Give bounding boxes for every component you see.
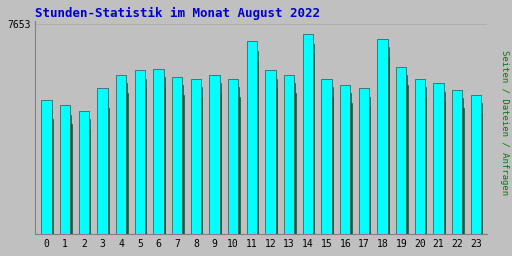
Bar <box>195 87 202 234</box>
Bar <box>69 124 72 234</box>
Bar <box>284 75 294 234</box>
Bar <box>97 88 108 234</box>
Bar <box>116 75 126 234</box>
Bar <box>143 88 146 234</box>
Bar <box>307 44 314 234</box>
Bar <box>377 39 388 234</box>
Bar <box>340 85 350 234</box>
Bar <box>381 47 389 234</box>
Bar <box>475 103 482 234</box>
Bar <box>386 57 389 234</box>
Bar <box>139 79 146 234</box>
Bar <box>452 90 462 234</box>
Bar <box>423 97 426 234</box>
Bar <box>396 67 407 234</box>
Bar <box>460 108 464 234</box>
Bar <box>124 93 127 234</box>
Bar <box>191 79 201 234</box>
Bar <box>214 83 221 234</box>
Bar <box>330 97 333 234</box>
Bar <box>363 97 370 234</box>
Bar <box>251 51 258 234</box>
Bar <box>415 79 425 234</box>
Bar <box>232 87 239 234</box>
Bar <box>247 41 257 234</box>
Bar <box>344 93 351 234</box>
Bar <box>348 103 352 234</box>
Bar <box>46 110 53 234</box>
Bar <box>419 87 426 234</box>
Bar <box>83 120 90 234</box>
Bar <box>87 129 91 234</box>
Bar <box>292 93 296 234</box>
Bar <box>172 77 182 234</box>
Bar <box>255 60 259 234</box>
Bar <box>120 83 127 234</box>
Bar <box>311 54 314 234</box>
Bar <box>442 101 445 234</box>
Bar <box>154 69 164 234</box>
Bar <box>269 79 276 234</box>
Bar <box>135 70 145 234</box>
Bar <box>41 100 52 234</box>
Bar <box>479 113 482 234</box>
Text: Stunden-Statistik im Monat August 2022: Stunden-Statistik im Monat August 2022 <box>35 7 321 20</box>
Bar <box>176 85 183 234</box>
Bar <box>359 88 369 234</box>
Bar <box>434 83 444 234</box>
Bar <box>326 87 332 234</box>
Text: Seiten / Dateien / Anfragen: Seiten / Dateien / Anfragen <box>500 50 509 195</box>
Bar <box>199 97 202 234</box>
Bar <box>218 93 221 234</box>
Bar <box>50 120 53 234</box>
Bar <box>288 83 295 234</box>
Bar <box>400 75 407 234</box>
Bar <box>60 105 70 234</box>
Bar <box>265 70 275 234</box>
Bar <box>471 95 481 234</box>
Bar <box>157 77 164 234</box>
Bar <box>79 111 89 234</box>
Bar <box>322 79 332 234</box>
Bar <box>209 75 220 234</box>
Bar <box>274 88 277 234</box>
Bar <box>237 97 240 234</box>
Bar <box>162 87 165 234</box>
Bar <box>180 95 184 234</box>
Bar <box>228 79 239 234</box>
Bar <box>404 85 408 234</box>
Bar <box>437 92 444 234</box>
Bar <box>105 108 109 234</box>
Bar <box>367 106 371 234</box>
Bar <box>303 34 313 234</box>
Bar <box>64 115 71 234</box>
Bar <box>101 98 109 234</box>
Bar <box>456 98 463 234</box>
